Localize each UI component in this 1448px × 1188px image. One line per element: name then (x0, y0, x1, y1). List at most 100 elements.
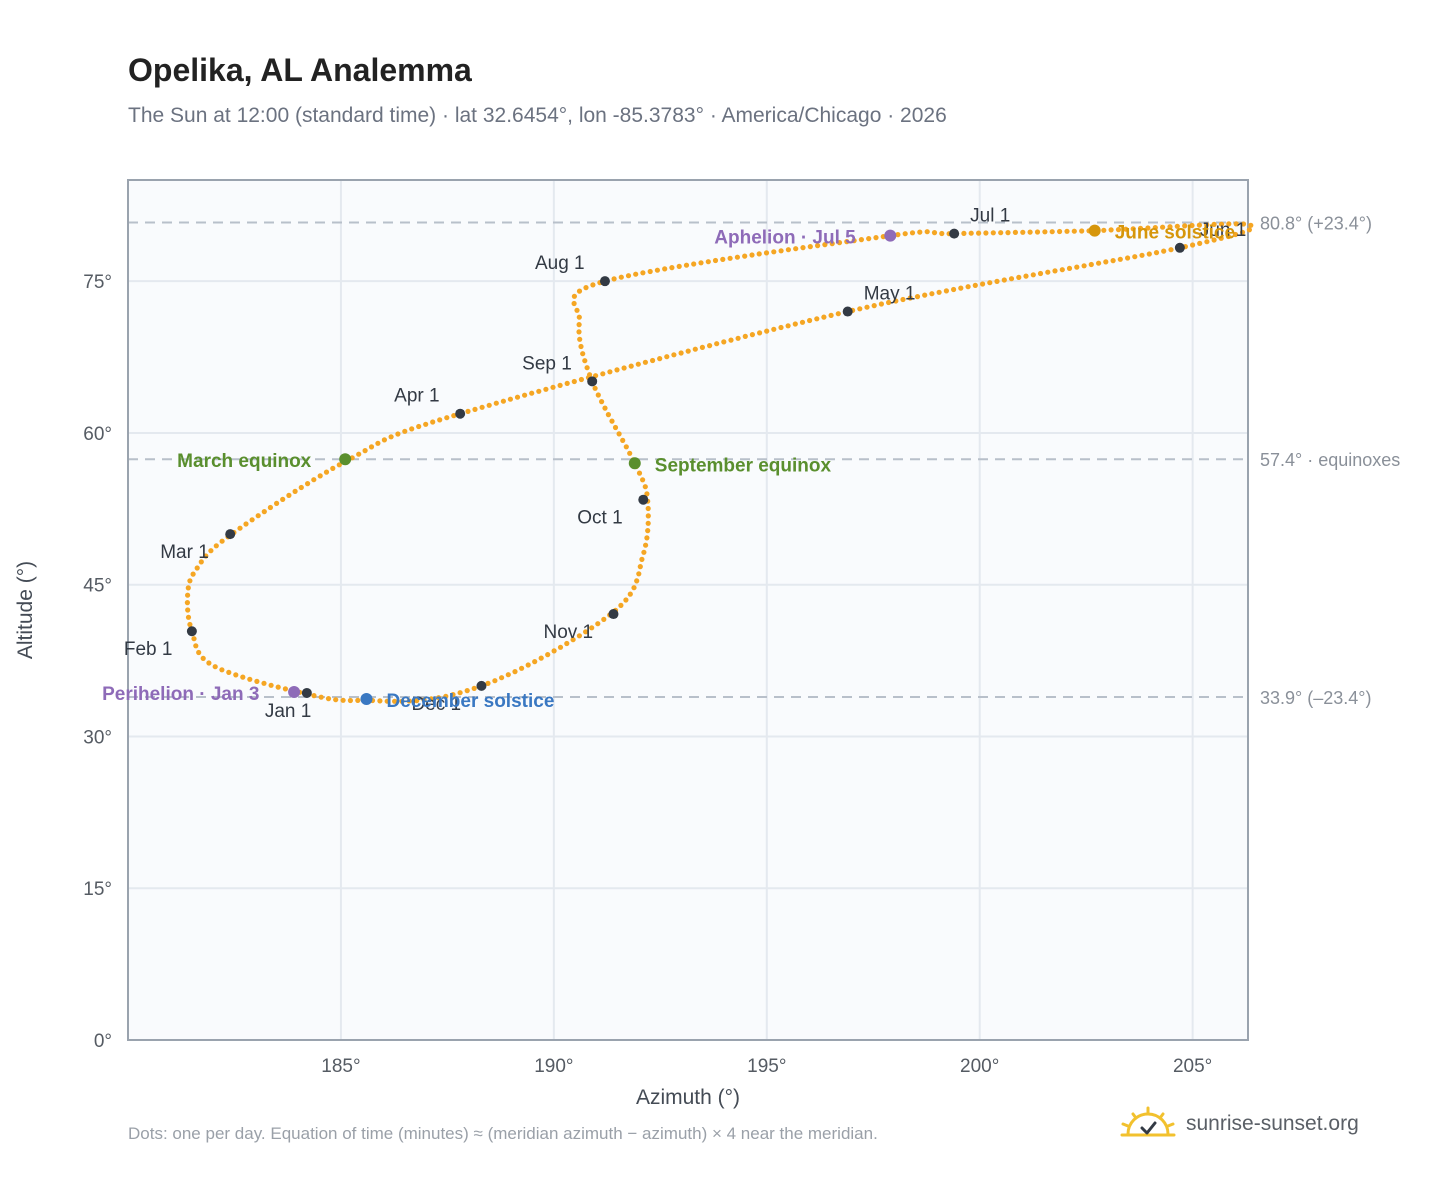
daily-dot (584, 365, 590, 371)
daily-dot (641, 549, 647, 555)
daily-dot (1161, 248, 1167, 254)
daily-dot (1042, 229, 1048, 235)
special-point-marker (884, 229, 897, 242)
special-point-label: December solstice (386, 691, 554, 712)
daily-dot (525, 662, 531, 668)
daily-dot (355, 697, 361, 704)
x-axis-ticks: 185° 190° 195° 200° 205° (321, 1056, 1212, 1077)
daily-dot (457, 690, 463, 696)
daily-dot (538, 655, 544, 661)
daily-dot (325, 696, 332, 702)
daily-dot (644, 535, 650, 541)
daily-dot (590, 282, 596, 288)
daily-dot (268, 682, 274, 688)
daily-dot (185, 607, 191, 613)
daily-dot (443, 693, 449, 699)
daily-dot (323, 469, 330, 475)
daily-dot (620, 437, 626, 443)
daily-dot (1240, 221, 1247, 227)
daily-dot (785, 323, 791, 329)
special-point-label: Perihelion · Jan 3 (102, 684, 259, 705)
daily-dot (907, 295, 913, 301)
daily-dot (601, 616, 607, 623)
daily-dot (1197, 240, 1203, 246)
daily-dot (924, 229, 930, 235)
daily-dot (557, 382, 563, 388)
daily-dot (578, 343, 584, 350)
daily-dot (1123, 226, 1129, 232)
plot-area (128, 180, 1248, 1040)
daily-dot (627, 591, 633, 597)
daily-dot (980, 281, 986, 287)
daily-dot (1239, 229, 1246, 235)
daily-dot (618, 274, 624, 280)
daily-dot (402, 428, 408, 434)
month-marker (842, 306, 853, 317)
daily-dot (1132, 254, 1138, 260)
daily-dot (194, 565, 200, 571)
daily-dot (698, 260, 704, 266)
brand[interactable]: sunrise-sunset.org (1120, 1104, 1359, 1144)
daily-dot (595, 392, 601, 398)
daily-dot (836, 240, 843, 246)
daily-dot (645, 505, 651, 512)
daily-dot (492, 678, 498, 684)
daily-dot (317, 473, 323, 479)
daily-dot (616, 431, 622, 437)
daily-dot (822, 242, 828, 248)
daily-dot (465, 408, 471, 414)
daily-dot (968, 230, 974, 236)
daily-dot (206, 660, 212, 666)
daily-dot (409, 426, 415, 432)
daily-dot (576, 288, 583, 294)
daily-dot (532, 659, 538, 665)
daily-dot (187, 578, 193, 584)
month-label: Mar 1 (160, 542, 209, 563)
daily-dot (642, 484, 648, 490)
daily-dot (583, 629, 589, 635)
daily-dot (650, 357, 656, 364)
daily-dot (1117, 256, 1123, 262)
x-tick-label: 205° (1173, 1056, 1212, 1077)
daily-dot (611, 276, 617, 282)
daily-dot (1232, 231, 1239, 238)
daily-dot (664, 354, 670, 360)
daily-dot (1218, 235, 1224, 241)
daily-dot (793, 246, 799, 252)
daily-dot (1030, 272, 1036, 278)
daily-dot (333, 697, 339, 703)
special-point-label: June solstice (1115, 223, 1235, 244)
daily-dot (564, 640, 570, 647)
daily-dot (931, 230, 938, 236)
x-tick-label: 185° (321, 1056, 360, 1077)
month-marker (476, 680, 487, 691)
daily-dot (226, 669, 232, 676)
daily-dot (742, 253, 748, 259)
daily-dot (635, 361, 641, 367)
special-point-marker (339, 453, 352, 466)
month-label: May 1 (864, 284, 916, 305)
daily-dot (564, 380, 570, 386)
daily-dot (479, 404, 485, 410)
daily-dot (274, 500, 280, 506)
daily-dot (614, 367, 620, 373)
daily-dot (1182, 223, 1188, 229)
daily-dot (414, 698, 420, 704)
daily-dot (639, 556, 645, 563)
daily-dot (640, 477, 646, 483)
daily-dot (895, 232, 901, 238)
daily-dot (1059, 267, 1065, 273)
daily-dot (198, 559, 204, 565)
daily-dot (1226, 221, 1232, 227)
daily-dot (282, 686, 288, 692)
daily-dot (607, 369, 613, 375)
y-axis-label: Altitude (°) (14, 561, 37, 659)
daily-dot (1074, 264, 1080, 270)
daily-dot (1008, 276, 1015, 282)
reference-line-label: 57.4° · equinoxes (1260, 450, 1400, 470)
daily-dot (213, 543, 219, 549)
daily-dot (1096, 260, 1102, 266)
brand-name[interactable]: sunrise-sunset.org (1186, 1112, 1359, 1135)
special-point-marker (628, 457, 641, 470)
